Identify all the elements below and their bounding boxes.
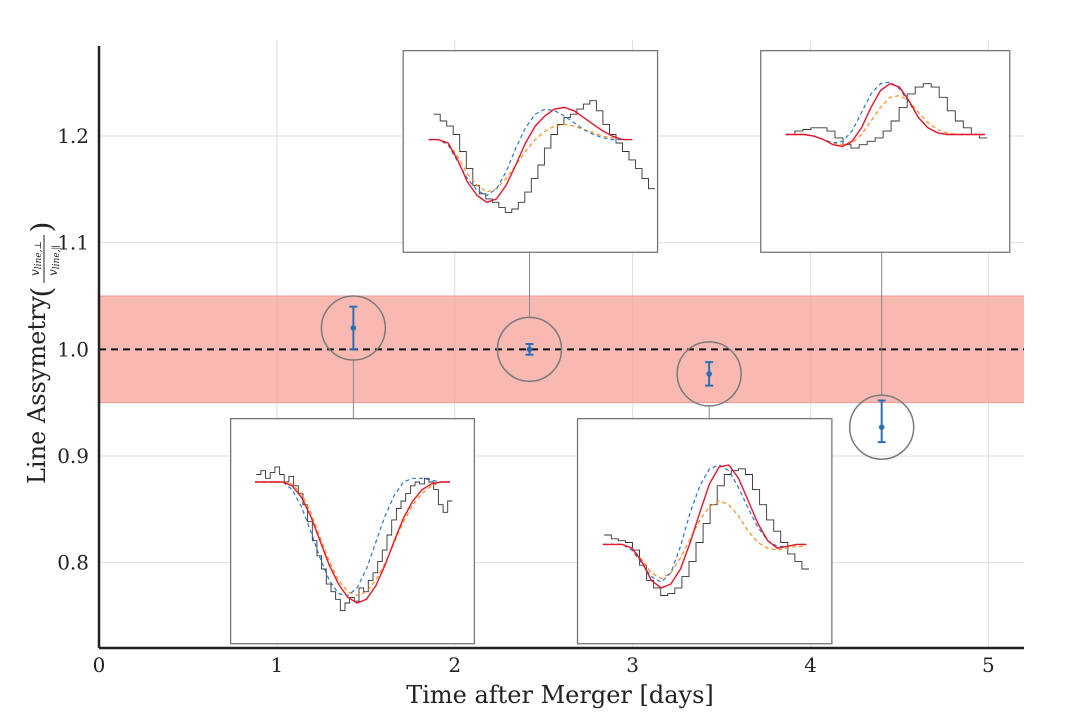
- inset-panel-1: [402, 50, 659, 253]
- x-axis-title: Time after Merger [days]: [406, 681, 714, 709]
- x-tick-label-4: 4: [804, 653, 817, 677]
- x-tick-label-1: 1: [271, 653, 284, 677]
- inset-panel-2: [576, 418, 833, 645]
- inset-model-red-2: [602, 464, 807, 589]
- y-axis-fraction-numerator: vline,⊥: [28, 241, 44, 276]
- tick-labels: 0 1 2 3 4 5 0.8 0.9 1.0 1.1 1.2: [57, 124, 995, 677]
- y-axis-title: Line Assymetry: [23, 296, 51, 485]
- x-tick-label-3: 3: [626, 653, 639, 677]
- highlight-circle-2: [676, 341, 742, 407]
- y-axis-fraction-numerator-v: v: [28, 269, 42, 276]
- y-tick-label-1: 0.9: [57, 444, 89, 468]
- inset-observed-spectrum-0: [256, 466, 453, 612]
- inset-model-blue-2: [602, 464, 807, 583]
- axes: [97, 46, 1024, 650]
- inset-model-orange-0: [255, 481, 450, 597]
- y-axis-fraction-denominator: vline,∥: [46, 245, 62, 276]
- inset-model-orange-3: [785, 94, 985, 146]
- data-point-1: [526, 346, 533, 353]
- data-point-2: [706, 371, 712, 377]
- highlight-circle-3: [848, 394, 915, 460]
- inset-observed-spectrum-3: [786, 83, 988, 149]
- y-axis-fraction-denominator-v: v: [46, 269, 60, 276]
- inset-connectors: [352, 252, 883, 419]
- y-axis-fraction-denominator-sub: line,∥: [51, 245, 62, 269]
- data-point-0: [350, 325, 357, 331]
- y-tick-label-4: 1.2: [57, 124, 89, 148]
- inset-frame-3: [760, 50, 1011, 253]
- x-tick-label-2: 2: [448, 653, 461, 677]
- y-axis-fraction-numerator-sub: line,⊥: [34, 241, 44, 269]
- inset-model-red-0: [255, 481, 450, 604]
- y-axis-fraction-paren-right: ): [25, 222, 58, 233]
- inset-model-red-3: [785, 82, 985, 148]
- inset-frame-1: [402, 50, 659, 253]
- y-tick-label-2: 1.0: [57, 337, 89, 361]
- x-tick-label-5: 5: [982, 653, 995, 677]
- y-axis-title-group: Line Assymetry ( vline,⊥ vline,∥ ): [23, 222, 62, 485]
- y-tick-label-0: 0.8: [57, 551, 89, 575]
- inset-frame-0: [230, 418, 475, 645]
- y-tick-label-3: 1.1: [57, 231, 89, 255]
- inset-model-blue-0: [255, 477, 450, 597]
- inset-frame-2: [576, 418, 833, 645]
- inset-observed-spectrum-1: [433, 100, 655, 213]
- inset-model-orange-1: [428, 123, 633, 193]
- y-axis-fraction-paren-left: (: [25, 287, 58, 298]
- inset-panel-0: [230, 418, 475, 645]
- inset-model-red-1: [428, 106, 633, 204]
- highlight-circle-1: [496, 316, 563, 383]
- inset-panel-3: [760, 50, 1011, 253]
- x-tick-label-0: 0: [93, 653, 106, 677]
- highlight-circle-0: [320, 295, 387, 361]
- inset-panels: [230, 50, 1011, 645]
- data-points: [320, 295, 915, 460]
- data-point-3: [878, 424, 885, 431]
